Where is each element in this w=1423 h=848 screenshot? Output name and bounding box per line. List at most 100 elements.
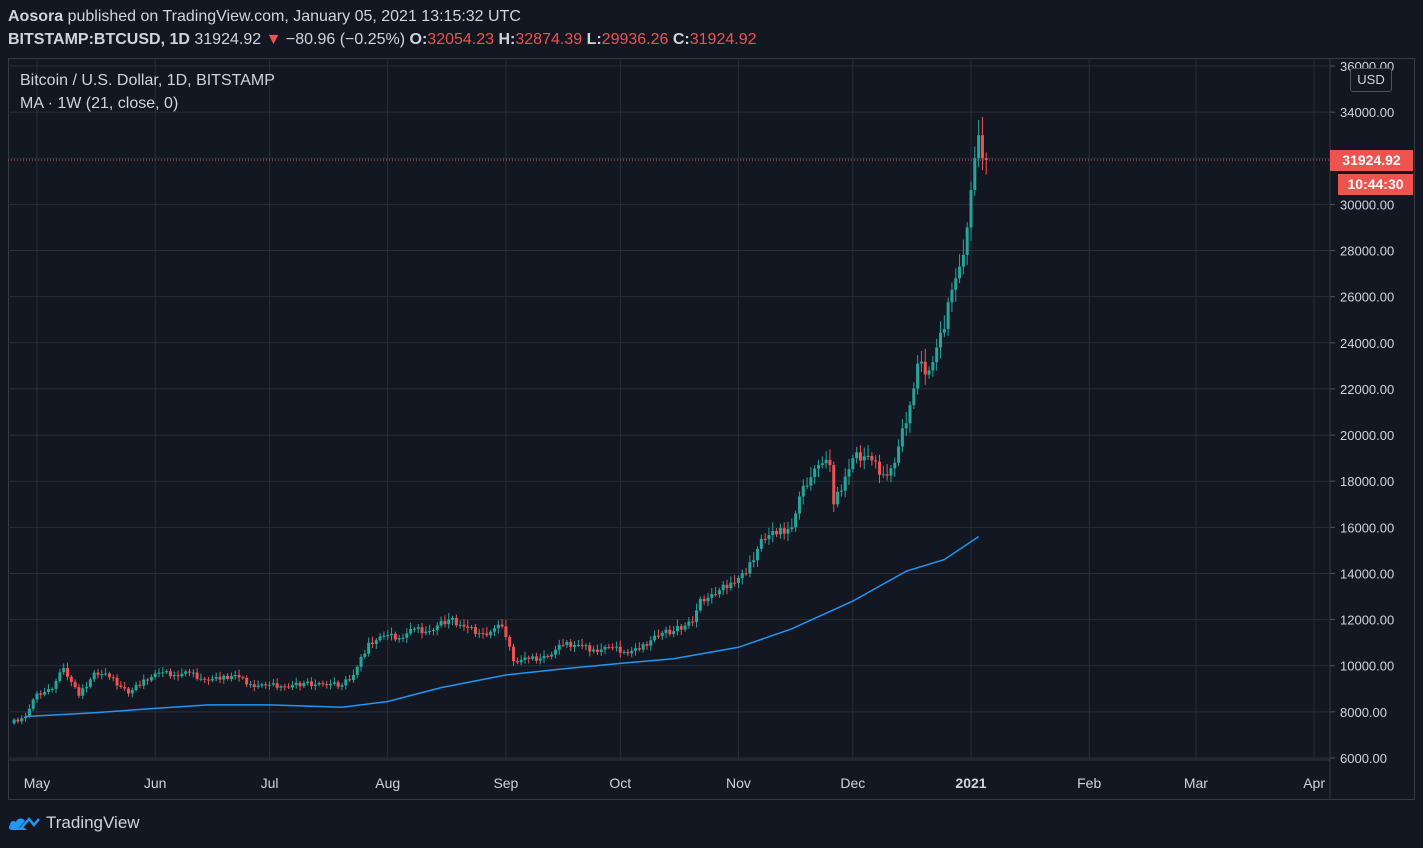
candle-body [576,644,580,646]
candle-body [786,529,790,534]
y-tick-label: 16000.00 [1340,520,1394,535]
candle-body [782,528,786,534]
candle-body [260,684,264,686]
candle-body [466,626,470,628]
candle-body [828,459,832,466]
chart-legend-title[interactable]: Bitcoin / U.S. Dollar, 1D, BITSTAMP [20,72,275,89]
candle-body [176,674,180,677]
candle-body [302,683,306,687]
candle-body [264,684,268,686]
ma-legend[interactable]: MA · 1W (21, close, 0) [20,95,179,112]
candle-body [168,671,172,677]
candle-body [386,635,390,637]
candle-body [824,459,828,464]
candle-body [847,469,851,477]
candle-body [573,644,577,647]
candle-body [599,649,603,652]
candle-body [656,635,660,637]
candle-body [81,688,85,696]
candle-body [241,677,245,679]
candle-body [714,594,718,596]
high-label: H: [498,31,516,48]
candle-body [836,491,840,505]
symbol-label[interactable]: BITSTAMP:BTCUSD, 1D [8,31,190,48]
candle-body [100,674,104,676]
candle-body [138,684,142,686]
tradingview-logo[interactable]: TradingView [8,810,140,836]
candle-body [321,683,325,685]
candle-body [805,485,809,487]
y-tick-label: 34000.00 [1340,105,1394,120]
author-name[interactable]: Aosora [8,8,64,25]
candle-body [287,686,291,688]
candle-body [698,598,702,611]
candle-body [130,689,134,694]
candle-body [248,684,252,686]
candle-body [43,691,47,695]
candle-body [77,687,81,696]
candle-body [290,685,294,688]
candle-body [207,679,211,681]
tradingview-logo-icon [8,817,40,830]
candle-body [832,465,836,505]
y-tick-label: 26000.00 [1340,290,1394,305]
candle-body [470,627,474,629]
candle-body [146,679,150,681]
price-chart[interactable]: 6000.00 8000.00 10000.00 12000.00 14000.00 16… [8,58,1415,800]
candle-body [184,671,188,674]
candle-body [54,681,58,689]
candle-body [954,278,958,290]
y-tick-label: 28000.00 [1340,244,1394,259]
candle-body [142,679,146,686]
candle-body [65,668,69,677]
candle-body [431,629,435,632]
open-label: O: [409,31,428,48]
candle-body [187,671,191,673]
currency-button[interactable]: USD [1350,68,1392,92]
candle-body [504,626,508,638]
candle-body [527,657,531,659]
candle-body [817,465,821,469]
candle-body [553,649,557,655]
candle-body [313,684,317,687]
bar-countdown-tag: 10:44:30 [1338,174,1413,195]
candle-body [885,474,889,476]
candle-body [348,679,352,681]
candle-body [717,590,721,595]
candle-body [592,649,596,652]
candle-body [237,674,241,678]
candle-body [473,627,477,634]
candle-body [557,644,561,650]
candle-body [157,672,161,674]
candle-body [451,618,455,620]
candle-body [367,642,371,654]
candle-body [740,573,744,579]
candle-body [675,626,679,632]
x-tick-label: Nov [726,775,751,791]
candle-body [763,538,767,540]
y-tick-label: 22000.00 [1340,382,1394,397]
candle-body [645,644,649,646]
candle-body [706,597,710,602]
candle-body [477,633,481,635]
candle-body [725,584,729,589]
candle-body [950,289,954,303]
candle-body [39,693,43,695]
published-text: published on TradingView.com, January 05… [67,8,521,25]
candle-body [401,637,405,639]
high-value: 32874.39 [515,31,583,48]
candle-body [325,684,329,686]
candle-body [595,649,599,652]
candle-body [569,641,573,647]
candle-body [965,227,969,255]
low-label: L: [586,31,602,48]
candle-body [214,676,218,679]
candle-body [252,684,256,688]
candle-body [733,582,737,584]
candle-body [660,632,664,636]
candle-body [550,654,554,657]
candle-body [820,463,824,466]
x-tick-label: Sep [493,775,518,791]
x-tick-label: Apr [1303,775,1325,791]
candle-body [203,678,207,680]
